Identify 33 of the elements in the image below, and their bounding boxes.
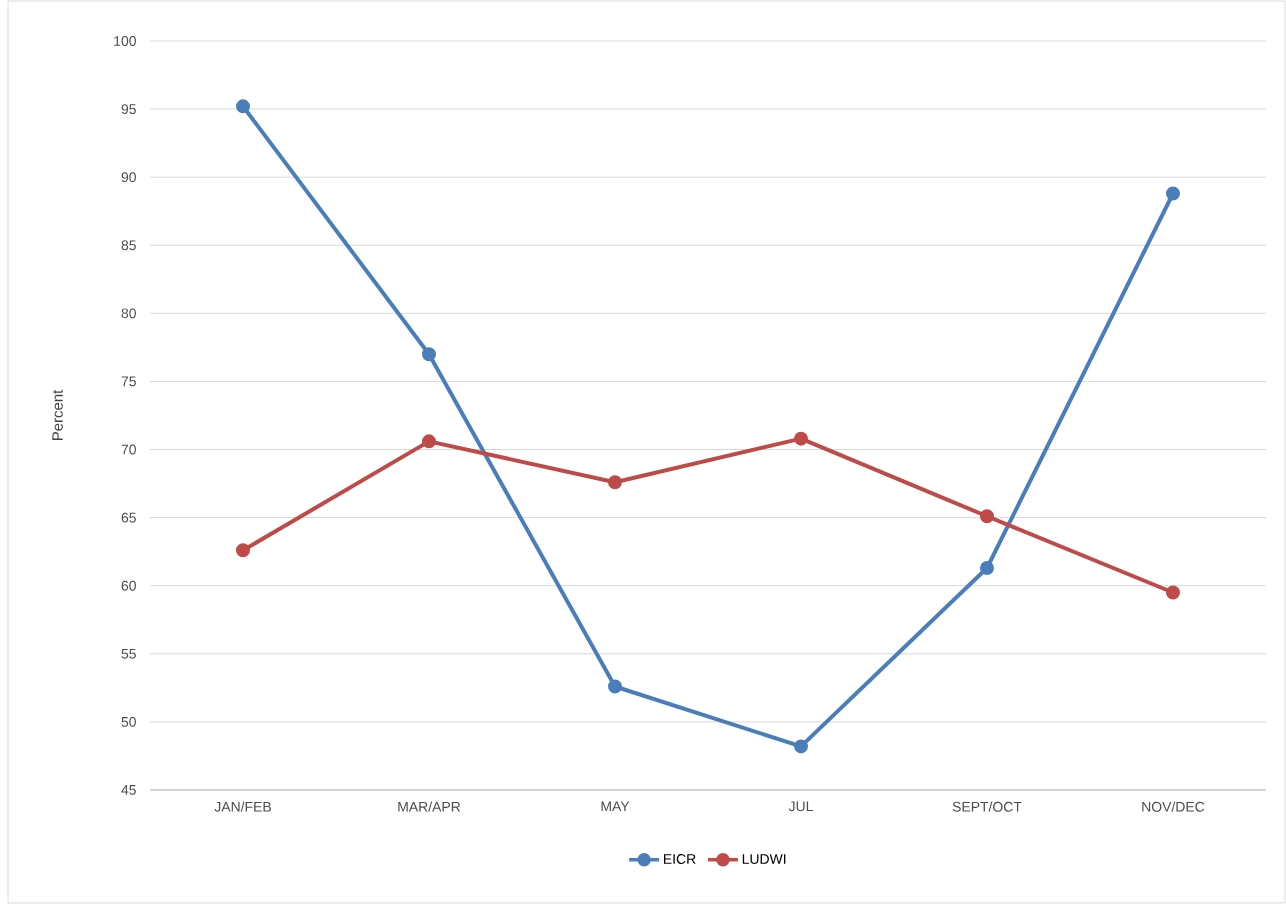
- y-tick-label: 60: [121, 580, 136, 591]
- legend-label: EICR: [664, 854, 696, 864]
- x-tick-label: MAR/APR: [398, 801, 461, 812]
- x-tick-label: SEPT/OCT: [952, 801, 1022, 812]
- y-tick-label: 90: [121, 172, 136, 183]
- y-tick-label: 65: [121, 512, 136, 523]
- point: [236, 543, 251, 558]
- x-tick-label: NOV/DEC: [1142, 801, 1205, 812]
- y-tick-label: 50: [121, 716, 136, 727]
- y-tick-label: 75: [121, 376, 136, 387]
- point: [793, 739, 808, 754]
- y-tick-label: 70: [121, 444, 136, 455]
- y-tick-label: 100: [114, 36, 136, 46]
- x-tick-label: MAY: [601, 801, 630, 812]
- point: [422, 434, 436, 449]
- y-tick-label: 45: [121, 785, 136, 795]
- y-axis-title: Percent: [52, 389, 63, 441]
- point: [422, 347, 436, 362]
- point: [1165, 585, 1180, 600]
- point: [1165, 186, 1180, 201]
- x-tick-label: JAN/FEB: [214, 801, 271, 812]
- y-tick-label: 55: [121, 648, 136, 659]
- point: [608, 679, 622, 694]
- y-tick-label: 85: [121, 240, 136, 251]
- y-tick-label: 80: [121, 308, 136, 319]
- point: [793, 431, 808, 446]
- point: [608, 475, 622, 490]
- legend-label: LUDWI: [742, 854, 786, 864]
- point: [979, 509, 994, 524]
- x-tick-label: JUL: [788, 801, 813, 812]
- y-tick-label: 95: [121, 104, 136, 115]
- point: [236, 99, 251, 114]
- point: [979, 561, 994, 576]
